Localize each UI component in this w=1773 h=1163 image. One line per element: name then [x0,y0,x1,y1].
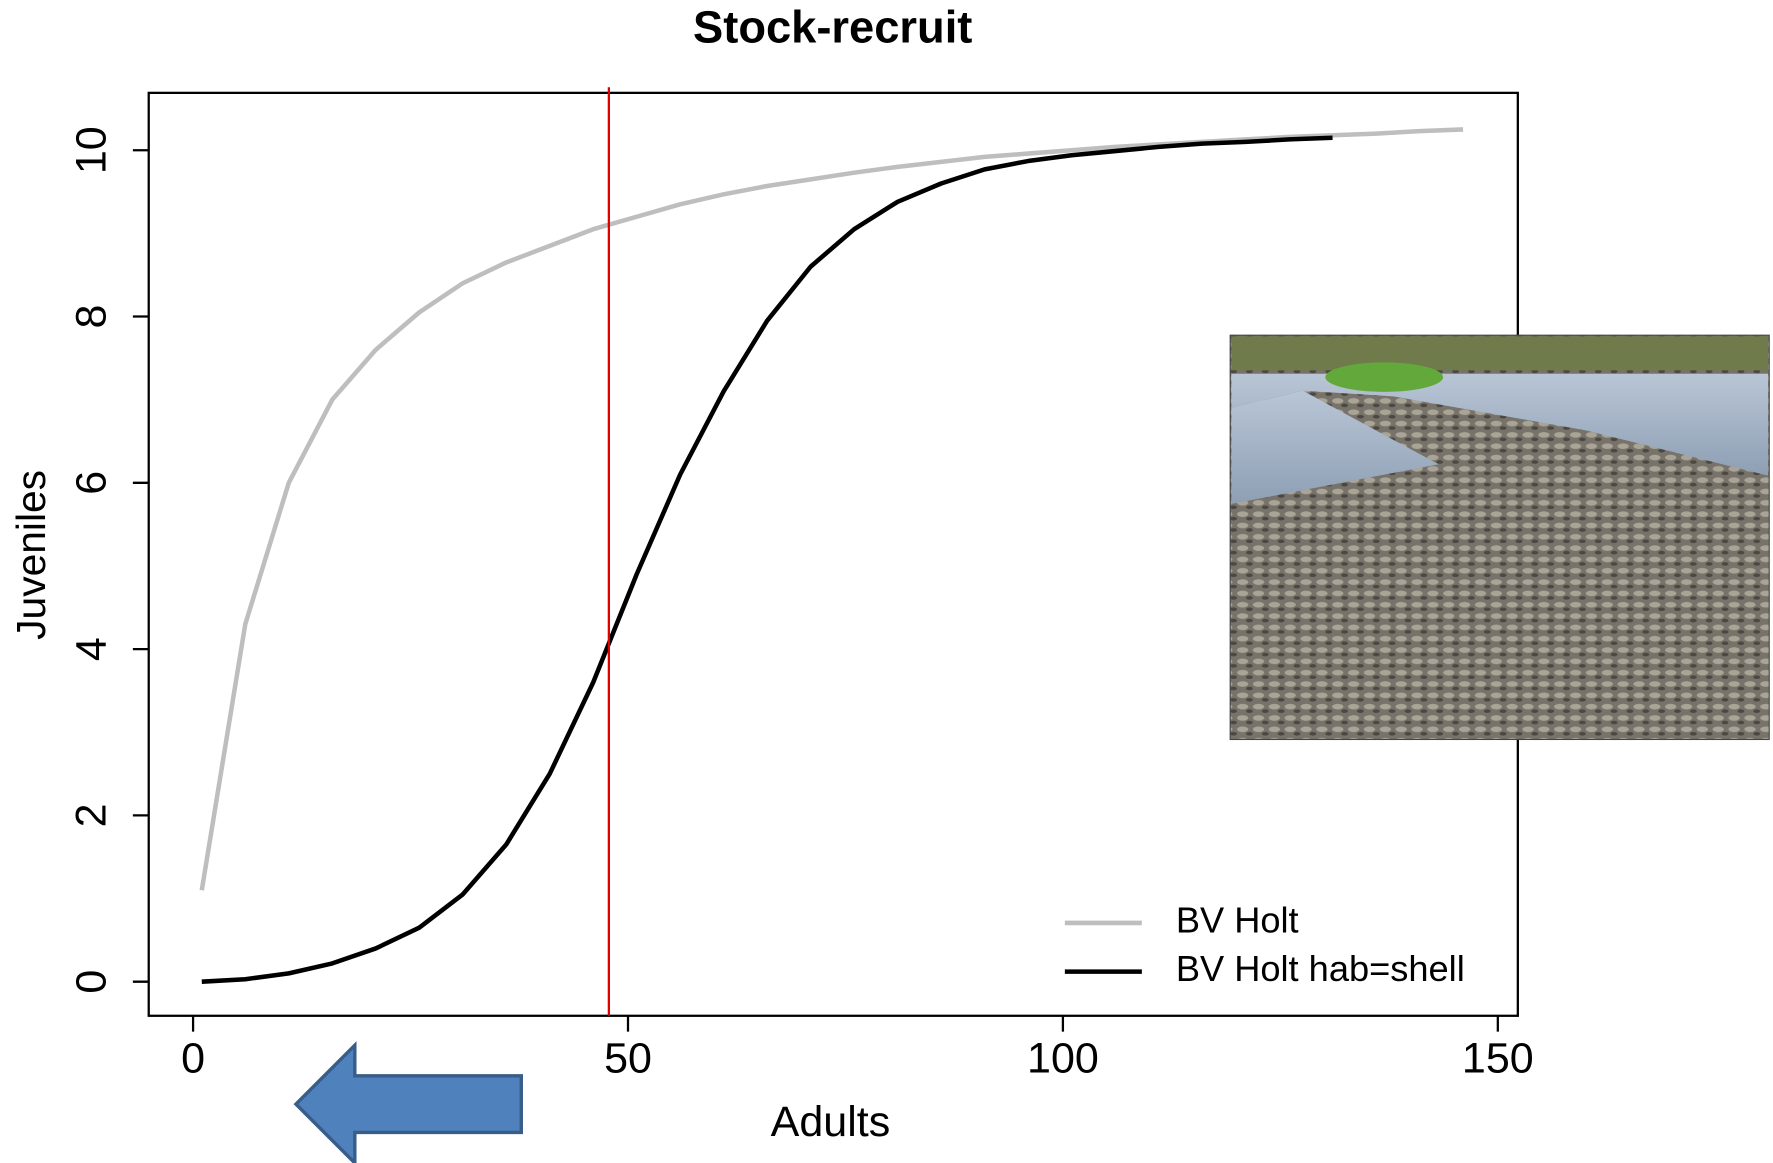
y-axis-label: Juveniles [8,470,54,640]
y-tick-label: 10 [68,126,116,174]
x-tick-label: 100 [1027,1034,1099,1082]
x-tick-label: 0 [181,1034,205,1082]
y-tick-label: 8 [68,305,116,329]
y-tick-label: 6 [68,471,116,495]
series-line [201,135,1333,984]
y-tick-label: 2 [68,803,116,827]
x-tick-label: 150 [1462,1034,1534,1082]
legend-label: BV Holt [1176,900,1299,941]
y-tick-label: 4 [68,637,116,661]
x-axis-label: Adults [771,1098,891,1146]
legend-label: BV Holt hab=shell [1176,948,1465,989]
series-line [199,127,1464,891]
x-tick-label: 50 [604,1034,652,1082]
arrow [293,1041,523,1163]
chart-title: Stock-recruit [693,2,972,53]
inset-photo [1229,334,1770,741]
y-tick-label: 0 [68,970,116,994]
